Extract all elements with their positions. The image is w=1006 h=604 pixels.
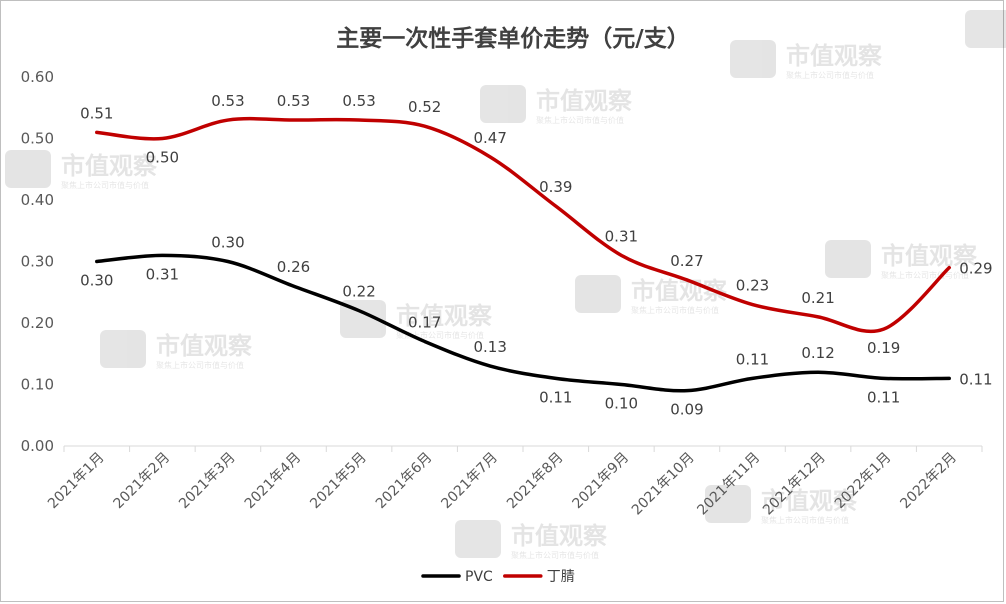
series-1-data-label: 0.47 xyxy=(474,129,507,147)
series-0-data-label: 0.30 xyxy=(211,234,244,252)
watermark-logo xyxy=(575,275,621,313)
series-0-data-label: 0.11 xyxy=(736,350,769,368)
watermark-brand: 市值观察 xyxy=(156,332,253,360)
legend-label-0: PVC xyxy=(465,569,493,585)
series-1-data-label: 0.50 xyxy=(146,149,179,167)
x-tick-label: 2021年9月 xyxy=(570,450,633,513)
watermark-brand: 市值观察 xyxy=(536,87,633,115)
series-0-data-label: 0.13 xyxy=(474,338,507,356)
watermark-tagline: 聚焦上市公司市值与价值 xyxy=(396,330,484,340)
x-tick-label: 2021年3月 xyxy=(176,450,239,513)
y-tick-label: 0.40 xyxy=(21,191,54,209)
watermarks: 市值观察聚焦上市公司市值与价值市值观察聚焦上市公司市值与价值市值观察聚焦上市公司… xyxy=(5,10,1006,560)
watermark-tagline: 聚焦上市公司市值与价值 xyxy=(786,70,874,80)
x-tick-label: 2022年1月 xyxy=(832,450,895,513)
watermark-brand: 市值观察 xyxy=(511,522,608,550)
x-tick-label: 2021年8月 xyxy=(504,450,567,513)
chart-title: 主要一次性手套单价走势（元/支） xyxy=(336,25,689,52)
watermark-tagline: 聚焦上市公司市值与价值 xyxy=(761,515,849,525)
series-layer: 0.30 0.31 0.30 0.26 0.22 0.17 0.13 0.11 0.10 0.09… xyxy=(80,92,993,419)
y-axis: 0.00 0.10 0.20 0.30 0.40 0.50 0.60 xyxy=(21,68,54,455)
watermark-tagline: 聚焦上市公司市值与价值 xyxy=(881,270,969,280)
y-tick-label: 0.00 xyxy=(21,437,54,455)
series-1-data-label: 0.29 xyxy=(959,260,992,278)
series-1-data-label: 0.31 xyxy=(605,227,638,245)
x-tick-label: 2022年2月 xyxy=(897,450,960,513)
series-0-data-label: 0.26 xyxy=(277,258,310,276)
series-0-data-label: 0.22 xyxy=(342,283,375,301)
y-tick-label: 0.30 xyxy=(21,253,54,271)
x-axis: 2021年1月 2021年2月 2021年3月 2021年4月 2021年5月 2021年… xyxy=(45,446,983,519)
watermark-logo xyxy=(480,85,526,123)
series-1-data-label: 0.53 xyxy=(342,92,375,110)
watermark-tagline: 聚焦上市公司市值与价值 xyxy=(156,360,244,370)
series-1-data-label: 0.21 xyxy=(801,289,834,307)
watermark-logo xyxy=(5,150,51,188)
legend-label-1: 丁腈 xyxy=(547,569,575,585)
series-1-data-label: 0.53 xyxy=(211,92,244,110)
series-0-data-label: 0.10 xyxy=(605,395,638,413)
y-tick-label: 0.20 xyxy=(21,314,54,332)
x-tick-label: 2021年7月 xyxy=(438,450,501,513)
watermark-logo xyxy=(340,300,386,338)
x-tick-label: 2021年10月 xyxy=(629,450,698,519)
series-0-data-label: 0.12 xyxy=(801,344,834,362)
x-tick-label: 2021年5月 xyxy=(307,450,370,513)
watermark-logo xyxy=(730,40,776,78)
watermark-tagline: 聚焦上市公司市值与价值 xyxy=(511,550,599,560)
watermark-logo xyxy=(705,485,751,523)
watermark-logo xyxy=(100,330,146,368)
series-1-data-label: 0.23 xyxy=(736,277,769,295)
y-tick-label: 0.60 xyxy=(21,68,54,86)
x-tick-label: 2021年2月 xyxy=(111,450,174,513)
watermark-logo xyxy=(825,240,871,278)
x-tick-label: 2021年4月 xyxy=(242,450,305,513)
watermark-brand: 市值观察 xyxy=(761,487,858,515)
x-tick-label: 2021年6月 xyxy=(373,450,436,513)
watermark-brand: 市值观察 xyxy=(881,242,978,270)
series-1-data-label: 0.39 xyxy=(539,178,572,196)
watermark-tagline: 聚焦上市公司市值与价值 xyxy=(536,115,624,125)
series-0-data-label: 0.11 xyxy=(959,370,992,388)
y-tick-label: 0.10 xyxy=(21,376,54,394)
series-0-data-label: 0.11 xyxy=(539,388,572,406)
series-1-data-label: 0.19 xyxy=(867,339,900,357)
series-0-data-label: 0.30 xyxy=(80,272,113,290)
x-tick-label: 2021年1月 xyxy=(45,450,108,513)
series-1-data-label: 0.53 xyxy=(277,92,310,110)
series-1-data-label: 0.51 xyxy=(80,104,113,122)
series-0-line xyxy=(95,253,951,393)
watermark-tagline: 聚焦上市公司市值与价值 xyxy=(631,305,719,315)
watermark-brand: 市值观察 xyxy=(786,42,883,70)
series-1-line xyxy=(95,116,951,334)
series-0-data-label: 0.31 xyxy=(146,265,179,283)
watermark-brand: 市值观察 xyxy=(396,302,493,330)
series-0-data-label: 0.17 xyxy=(408,313,441,331)
legend: PVC 丁腈 xyxy=(421,569,575,585)
y-tick-label: 0.50 xyxy=(21,130,54,148)
series-0-data-label: 0.09 xyxy=(670,401,703,419)
watermark-logo xyxy=(455,520,501,558)
watermark-brand: 市值观察 xyxy=(61,152,158,180)
series-0-data-label: 0.11 xyxy=(867,388,900,406)
series-1-data-label: 0.52 xyxy=(408,98,441,116)
watermark-logo xyxy=(965,10,1006,48)
series-1-data-label: 0.27 xyxy=(670,252,703,270)
watermark-tagline: 聚焦上市公司市值与价值 xyxy=(61,180,149,190)
